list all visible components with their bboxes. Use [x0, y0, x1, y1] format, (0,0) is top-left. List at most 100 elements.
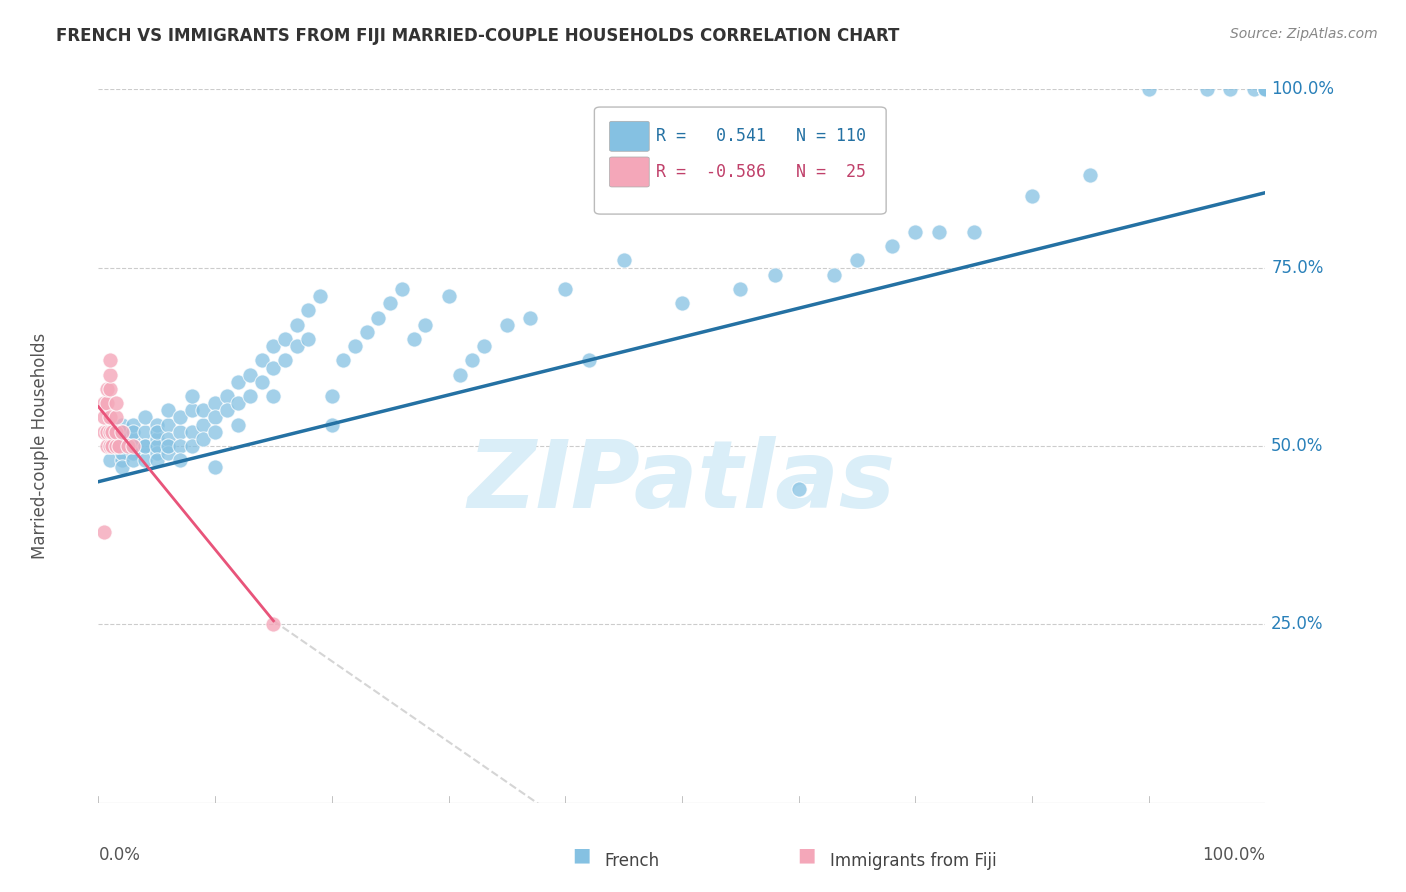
- FancyBboxPatch shape: [610, 121, 650, 152]
- Point: [180, 389, 202, 403]
- Point: [297, 332, 319, 346]
- Point: [285, 339, 308, 353]
- Point: [122, 453, 145, 467]
- Point: [96, 396, 118, 410]
- Point: [111, 417, 134, 432]
- Point: [402, 332, 425, 346]
- Point: [180, 403, 202, 417]
- Point: [146, 417, 169, 432]
- Point: [169, 410, 191, 425]
- Point: [204, 425, 226, 439]
- Point: [111, 425, 134, 439]
- Point: [96, 439, 118, 453]
- Point: [157, 432, 180, 446]
- Point: [1254, 82, 1277, 96]
- Point: [285, 318, 308, 332]
- Point: [297, 303, 319, 318]
- Point: [274, 353, 297, 368]
- Point: [98, 353, 121, 368]
- Text: 25.0%: 25.0%: [1271, 615, 1323, 633]
- Point: [146, 425, 169, 439]
- Text: 100.0%: 100.0%: [1202, 846, 1265, 863]
- Point: [98, 368, 121, 382]
- Point: [437, 289, 460, 303]
- Point: [111, 425, 134, 439]
- Point: [250, 375, 273, 389]
- Point: [367, 310, 389, 325]
- Point: [169, 453, 191, 467]
- Point: [122, 446, 145, 460]
- Point: [98, 439, 121, 453]
- Point: [823, 268, 845, 282]
- Text: Married-couple Households: Married-couple Households: [31, 333, 49, 559]
- Point: [98, 382, 121, 396]
- Point: [104, 396, 127, 410]
- Point: [180, 439, 202, 453]
- Point: [111, 439, 134, 453]
- Point: [169, 439, 191, 453]
- Point: [134, 425, 156, 439]
- Point: [904, 225, 927, 239]
- Point: [193, 432, 215, 446]
- FancyBboxPatch shape: [610, 157, 650, 187]
- Point: [134, 439, 156, 453]
- Point: [157, 439, 180, 453]
- Point: [204, 460, 226, 475]
- Text: R =  -0.586   N =  25: R = -0.586 N = 25: [657, 163, 866, 181]
- Point: [146, 446, 169, 460]
- Point: [146, 432, 169, 446]
- Text: ■: ■: [797, 846, 815, 864]
- Point: [228, 417, 250, 432]
- Point: [928, 225, 950, 239]
- Point: [111, 453, 134, 467]
- Text: 50.0%: 50.0%: [1271, 437, 1323, 455]
- Point: [228, 375, 250, 389]
- Point: [193, 403, 215, 417]
- Point: [204, 410, 226, 425]
- Text: ZIPatlas: ZIPatlas: [468, 435, 896, 528]
- Point: [111, 432, 134, 446]
- Point: [122, 432, 145, 446]
- Point: [134, 439, 156, 453]
- Point: [1254, 82, 1277, 96]
- Point: [180, 425, 202, 439]
- Point: [344, 339, 367, 353]
- Point: [262, 389, 284, 403]
- Point: [391, 282, 413, 296]
- Point: [449, 368, 471, 382]
- Text: 0.0%: 0.0%: [98, 846, 141, 863]
- Point: [1254, 82, 1277, 96]
- Point: [101, 439, 124, 453]
- Point: [104, 439, 127, 453]
- Point: [730, 282, 752, 296]
- Text: Source: ZipAtlas.com: Source: ZipAtlas.com: [1230, 27, 1378, 41]
- Point: [1137, 82, 1160, 96]
- Point: [193, 417, 215, 432]
- Point: [239, 368, 262, 382]
- Point: [262, 617, 284, 632]
- Point: [519, 310, 541, 325]
- Point: [134, 410, 156, 425]
- Point: [104, 425, 127, 439]
- Point: [321, 417, 343, 432]
- Point: [134, 453, 156, 467]
- Point: [122, 425, 145, 439]
- Point: [495, 318, 517, 332]
- Point: [1080, 168, 1102, 182]
- Point: [93, 396, 115, 410]
- Point: [309, 289, 332, 303]
- Point: [274, 332, 297, 346]
- Point: [356, 325, 378, 339]
- FancyBboxPatch shape: [595, 107, 886, 214]
- Point: [332, 353, 354, 368]
- Point: [215, 389, 238, 403]
- Point: [1254, 82, 1277, 96]
- Point: [461, 353, 484, 368]
- Text: ■: ■: [572, 846, 591, 864]
- Text: FRENCH VS IMMIGRANTS FROM FIJI MARRIED-COUPLE HOUSEHOLDS CORRELATION CHART: FRENCH VS IMMIGRANTS FROM FIJI MARRIED-C…: [56, 27, 900, 45]
- Point: [204, 396, 226, 410]
- Point: [321, 389, 343, 403]
- Point: [1195, 82, 1218, 96]
- Point: [472, 339, 495, 353]
- Point: [122, 439, 145, 453]
